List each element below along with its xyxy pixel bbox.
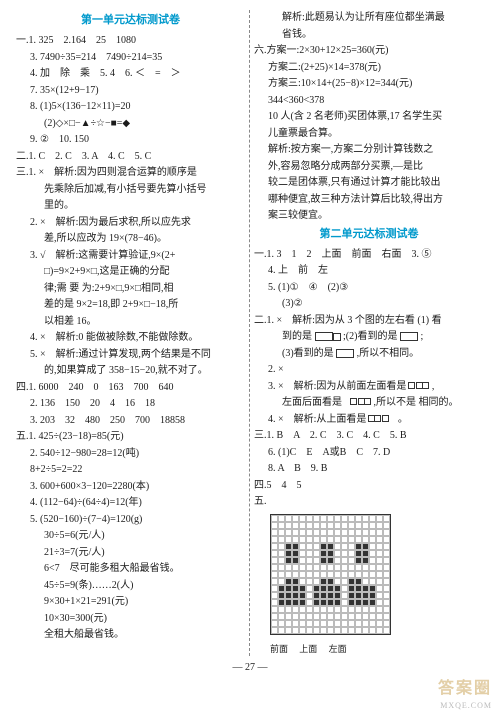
text-line: 先乘除后加减,有小括号要先算小括号 — [16, 182, 245, 198]
left-column: 第一单元达标测试卷 一.1. 325 2.164 25 1080 3. 7490… — [12, 10, 250, 656]
grid-diagram — [270, 514, 484, 640]
text-line: 8. A B 9. B — [254, 461, 484, 477]
text-line: 四.1. 6000 240 0 163 700 640 — [16, 380, 245, 396]
text-line: 2. × — [254, 362, 484, 378]
text-line: 以相差 16。 — [16, 314, 245, 330]
text-line: 4. 加 除 乘 5. 4 6. ＜ = ＞ — [16, 66, 245, 82]
text-line: 21÷3=7(元/人) — [16, 545, 245, 561]
unit1-title: 第一单元达标测试卷 — [16, 12, 245, 29]
text-line: 4. (112−64)÷(64÷4)=12(年) — [16, 495, 245, 511]
text-line: 3. 600+600×3−120=2280(本) — [16, 479, 245, 495]
text-line: (3)② — [254, 296, 484, 312]
text-line: 到的是 ;(2)看到的是 ; — [254, 329, 484, 345]
grid — [270, 514, 391, 635]
label-left: 左面 — [329, 644, 347, 654]
text: ;(2)看到的是 — [343, 331, 397, 342]
text-line: 2. 540÷12−980=28=12(吨) — [16, 446, 245, 462]
text-line: 解析:此题易认为让所有座位都坐满最 — [254, 10, 484, 26]
text-line: 45÷5=9(条)……2(人) — [16, 578, 245, 594]
text-line: 解析:按方案一,方案二分别计算钱数之 — [254, 142, 484, 158]
text-line: 8+2÷5=2=22 — [16, 462, 245, 478]
block-shape-icon — [369, 412, 396, 428]
text-line: 10×30=300(元) — [16, 611, 245, 627]
text-line: 的,如果算成了 358−15−20,就不对了。 — [16, 363, 245, 379]
text: 左面后面看是 — [282, 397, 342, 408]
view-labels: 前面 上面 左面 — [270, 643, 484, 657]
text-line: 6<7 尽可能多租大船最省钱。 — [16, 561, 245, 577]
text-line: 4. × 解析:0 能做被除数,不能做除数。 — [16, 330, 245, 346]
text-line: 差的是 9×2=18,即 2+9×□−18,所 — [16, 297, 245, 313]
text-line: 2. 136 150 20 4 16 18 — [16, 396, 245, 412]
text-line: 外,容易忽略分成两部分买票,—是比 — [254, 159, 484, 175]
text-line: 律;需 要 为:2+9×□,9×□相同,相 — [16, 281, 245, 297]
text: 4. × 解析:从上面看是 — [268, 414, 366, 425]
text-line: 8. (1)5×(136−12×11)=20 — [16, 99, 245, 115]
box-shape-icon — [315, 332, 333, 341]
text-line: 5. (1)① ④ (2)③ — [254, 280, 484, 296]
box-shape-icon — [400, 332, 418, 341]
text-line: 3. 7490÷35=214 7490÷214=35 — [16, 50, 245, 66]
text-line: 4. × 解析:从上面看是 。 — [254, 412, 484, 428]
text-line: 一.1. 325 2.164 25 1080 — [16, 33, 245, 49]
box-shape-icon — [336, 349, 354, 358]
text-line: (2)◇×□−▲÷☆−■=◆ — [16, 116, 245, 132]
text-line: 四.5 4 5 — [254, 478, 484, 494]
text-line: 344<360<378 — [254, 93, 484, 109]
text-line: 9. ② 10. 150 — [16, 132, 245, 148]
text-line: 六.方案一:2×30+12×25=360(元) — [254, 43, 484, 59]
text-line: 哪种便宜,故三种方法计算后比较,得出方 — [254, 192, 484, 208]
text-line: 五.1. 425÷(23−18)=85(元) — [16, 429, 245, 445]
text-line: 3. √ 解析:这需要计算验证,9×(2+ — [16, 248, 245, 264]
watermark: 答案圈 — [438, 674, 492, 698]
label-top: 上面 — [299, 644, 317, 654]
text-line: 三.1. × 解析:因为四则混合运算的顺序是 — [16, 165, 245, 181]
label-front: 前面 — [270, 644, 288, 654]
unit2-title: 第二单元达标测试卷 — [254, 226, 484, 243]
text: ,所以不相同。 — [357, 348, 420, 359]
text-line: 2. × 解析:因为最后求积,所以应先求 — [16, 215, 245, 231]
text-line: 省钱。 — [254, 27, 484, 43]
text-line: 5. × 解析:通过计算发现,两个结果是不同 — [16, 347, 245, 363]
text: 3. × 解析:因为从前面左面看是 — [268, 381, 406, 392]
block-shape-icon — [409, 379, 430, 395]
text-line: 3. 203 32 480 250 700 18858 — [16, 413, 245, 429]
text-line: 5. (520−160)÷(7−4)=120(g) — [16, 512, 245, 528]
text-line: 一.1. 3 1 2 上面 前面 右面 3. ⑤ — [254, 247, 484, 263]
text: , — [432, 381, 435, 392]
text-line: 较二是团体票,只有通过计算才能比较出 — [254, 175, 484, 191]
text-line: 二.1. C 2. C 3. A 4. C 5. C — [16, 149, 245, 165]
watermark-sub: MXQE.COM — [440, 701, 492, 710]
text-line: 二.1. × 解析:因为从 3 个图的左右看 (1) 看 — [254, 313, 484, 329]
text-line: 儿童票最合算。 — [254, 126, 484, 142]
text-line: 10 人(含 2 名老师)买团体票,17 名学生买 — [254, 109, 484, 125]
text: (3)看到的是 — [282, 348, 334, 359]
text-line: 左面后面看是 ,所以不是 相同的。 — [254, 395, 484, 411]
block-shape-icon — [345, 395, 372, 411]
text-line: 差,所以应改为 19×(78−46)。 — [16, 231, 245, 247]
text: ,所以不是 相同的。 — [374, 397, 459, 408]
text: 到的是 — [282, 331, 312, 342]
text-line: 3. × 解析:因为从前面左面看是 , — [254, 379, 484, 395]
text-line: 方案三:10×14+(25−8)×12=344(元) — [254, 76, 484, 92]
text-line: 6. (1)C E A或B C 7. D — [254, 445, 484, 461]
page-number: — 27 — — [0, 662, 500, 673]
page-content: 第一单元达标测试卷 一.1. 325 2.164 25 1080 3. 7490… — [0, 0, 500, 660]
right-column: 解析:此题易认为让所有座位都坐满最 省钱。 六.方案一:2×30+12×25=3… — [250, 10, 488, 656]
text: ; — [420, 331, 423, 342]
text-line: 30÷5=6(元/人) — [16, 528, 245, 544]
text-line: □)=9×2+9×□,这是正确的分配 — [16, 264, 245, 280]
text-line: (3)看到的是 ,所以不相同。 — [254, 346, 484, 362]
text-line: 三.1. B A 2. C 3. C 4. C 5. B — [254, 428, 484, 444]
text: 。 — [398, 414, 408, 425]
box-shape-icon — [333, 333, 341, 341]
text-line: 7. 35×(12+9−17) — [16, 83, 245, 99]
text-line: 9×30+1×21=291(元) — [16, 594, 245, 610]
text-line: 全租大船最省钱。 — [16, 627, 245, 643]
text-line: 里的。 — [16, 198, 245, 214]
text-line: 4. 上 前 左 — [254, 263, 484, 279]
text-line: 案三较便宜。 — [254, 208, 484, 224]
text-line: 五. — [254, 494, 484, 510]
text-line: 方案二:(2+25)×14=378(元) — [254, 60, 484, 76]
